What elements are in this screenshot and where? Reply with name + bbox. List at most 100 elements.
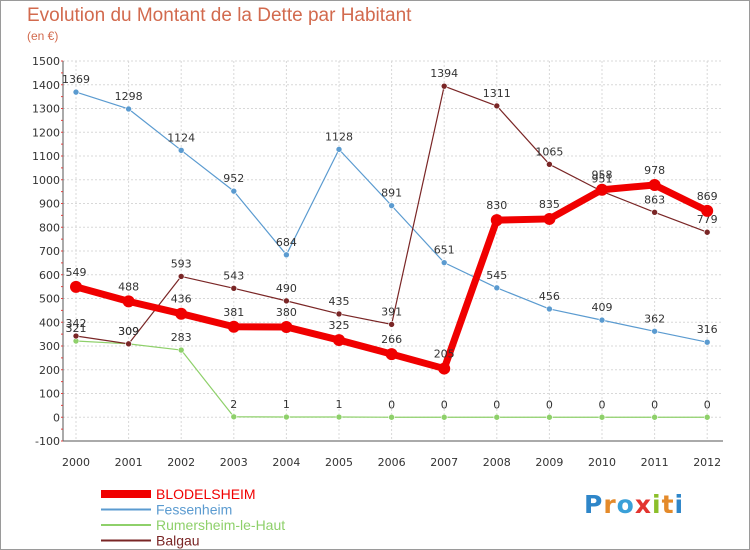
x-tick-label: 2002 xyxy=(167,456,195,469)
data-label: 309 xyxy=(118,325,139,338)
data-point xyxy=(648,178,661,191)
logo-letter: r xyxy=(603,490,617,519)
data-label: 958 xyxy=(592,169,613,182)
logo-letter: t xyxy=(661,490,675,519)
data-label: 835 xyxy=(539,198,560,211)
x-tick-label: 2011 xyxy=(641,456,669,469)
data-point xyxy=(72,332,80,340)
data-label: 381 xyxy=(223,306,244,319)
proxiti-logo: Proxiti xyxy=(584,490,684,519)
y-tick-label: 100 xyxy=(39,388,60,401)
data-point xyxy=(490,214,503,227)
data-point xyxy=(546,413,553,421)
data-point xyxy=(280,321,293,333)
data-label: 891 xyxy=(381,187,402,200)
data-label: 1298 xyxy=(115,90,143,103)
data-point xyxy=(227,320,240,333)
data-point xyxy=(283,413,290,421)
y-tick-label: 800 xyxy=(39,221,60,234)
data-label: 409 xyxy=(592,301,613,314)
data-label: 456 xyxy=(539,290,560,303)
data-point xyxy=(440,82,448,90)
data-label: 0 xyxy=(599,398,606,411)
data-label: 1394 xyxy=(430,67,458,80)
data-label: 651 xyxy=(434,244,455,257)
y-tick-label: 1500 xyxy=(32,55,60,68)
data-point xyxy=(283,297,290,305)
data-point xyxy=(388,321,395,328)
data-label: 309 xyxy=(118,325,139,338)
data-label: 869 xyxy=(697,190,718,203)
data-label: 593 xyxy=(171,257,192,270)
data-point xyxy=(651,413,658,421)
x-tick-label: 2007 xyxy=(430,456,458,469)
data-label: 490 xyxy=(276,282,297,295)
data-point xyxy=(651,327,658,335)
data-label: 951 xyxy=(592,172,613,185)
data-point xyxy=(333,334,345,347)
legend-label: Fessenheim xyxy=(156,502,232,518)
data-point xyxy=(440,259,448,266)
chart-unit: (en €) xyxy=(27,29,59,43)
y-tick-label: 1000 xyxy=(32,174,60,187)
data-label: 325 xyxy=(329,319,350,332)
x-tick-label: 2003 xyxy=(220,456,248,469)
data-label: 2 xyxy=(230,398,237,411)
x-tick-label: 2010 xyxy=(588,456,616,469)
data-point xyxy=(493,284,501,292)
y-tick-label: 700 xyxy=(39,245,60,258)
data-label: 1311 xyxy=(483,87,511,100)
data-point xyxy=(125,340,132,348)
data-point xyxy=(385,348,398,361)
data-label: 436 xyxy=(171,293,192,306)
data-label: 549 xyxy=(66,266,87,279)
data-label: 0 xyxy=(546,398,553,411)
data-point xyxy=(177,147,185,154)
y-tick-label: 200 xyxy=(39,364,60,377)
data-point xyxy=(598,316,606,324)
x-tick-label: 2012 xyxy=(693,456,721,469)
data-label: 1128 xyxy=(325,130,353,143)
data-point xyxy=(388,413,395,421)
logo-letter: P xyxy=(584,490,604,519)
data-label: 435 xyxy=(329,295,350,308)
data-label: 543 xyxy=(223,269,244,282)
logo-letter: i xyxy=(652,490,662,519)
data-point xyxy=(175,307,188,320)
data-point xyxy=(651,208,658,216)
logo-letter: i xyxy=(674,490,685,519)
data-label: 266 xyxy=(381,333,402,346)
data-label: 684 xyxy=(276,236,297,249)
x-tick-label: 2004 xyxy=(272,456,300,469)
y-tick-label: 1400 xyxy=(32,79,60,92)
x-tick-label: 2000 xyxy=(62,456,90,469)
data-label: 316 xyxy=(697,323,718,336)
data-label: 321 xyxy=(66,322,87,335)
y-tick-label: 300 xyxy=(39,340,60,353)
data-point xyxy=(703,338,711,346)
data-point xyxy=(283,251,290,259)
data-label: 362 xyxy=(644,312,665,325)
data-label: 545 xyxy=(486,269,507,282)
data-label: 380 xyxy=(276,306,297,319)
y-tick-label: 1100 xyxy=(32,150,60,163)
data-point xyxy=(122,295,135,308)
legend-label: Rumersheim-le-Haut xyxy=(156,517,285,533)
data-point xyxy=(440,413,448,421)
x-tick-label: 2006 xyxy=(378,456,406,469)
legend-label: BLODELSHEIM xyxy=(156,486,256,502)
data-label: 1369 xyxy=(62,73,90,86)
data-label: 779 xyxy=(697,213,718,226)
y-tick-label: 600 xyxy=(39,269,60,282)
data-point xyxy=(230,187,238,195)
data-point xyxy=(335,146,343,153)
data-point xyxy=(335,413,343,421)
data-point xyxy=(388,202,395,209)
logo-letter: x xyxy=(634,490,652,519)
x-tick-label: 2008 xyxy=(483,456,511,469)
data-label: 0 xyxy=(651,398,658,411)
data-label: 1 xyxy=(283,398,290,411)
data-point xyxy=(543,212,556,225)
data-point xyxy=(701,204,714,217)
